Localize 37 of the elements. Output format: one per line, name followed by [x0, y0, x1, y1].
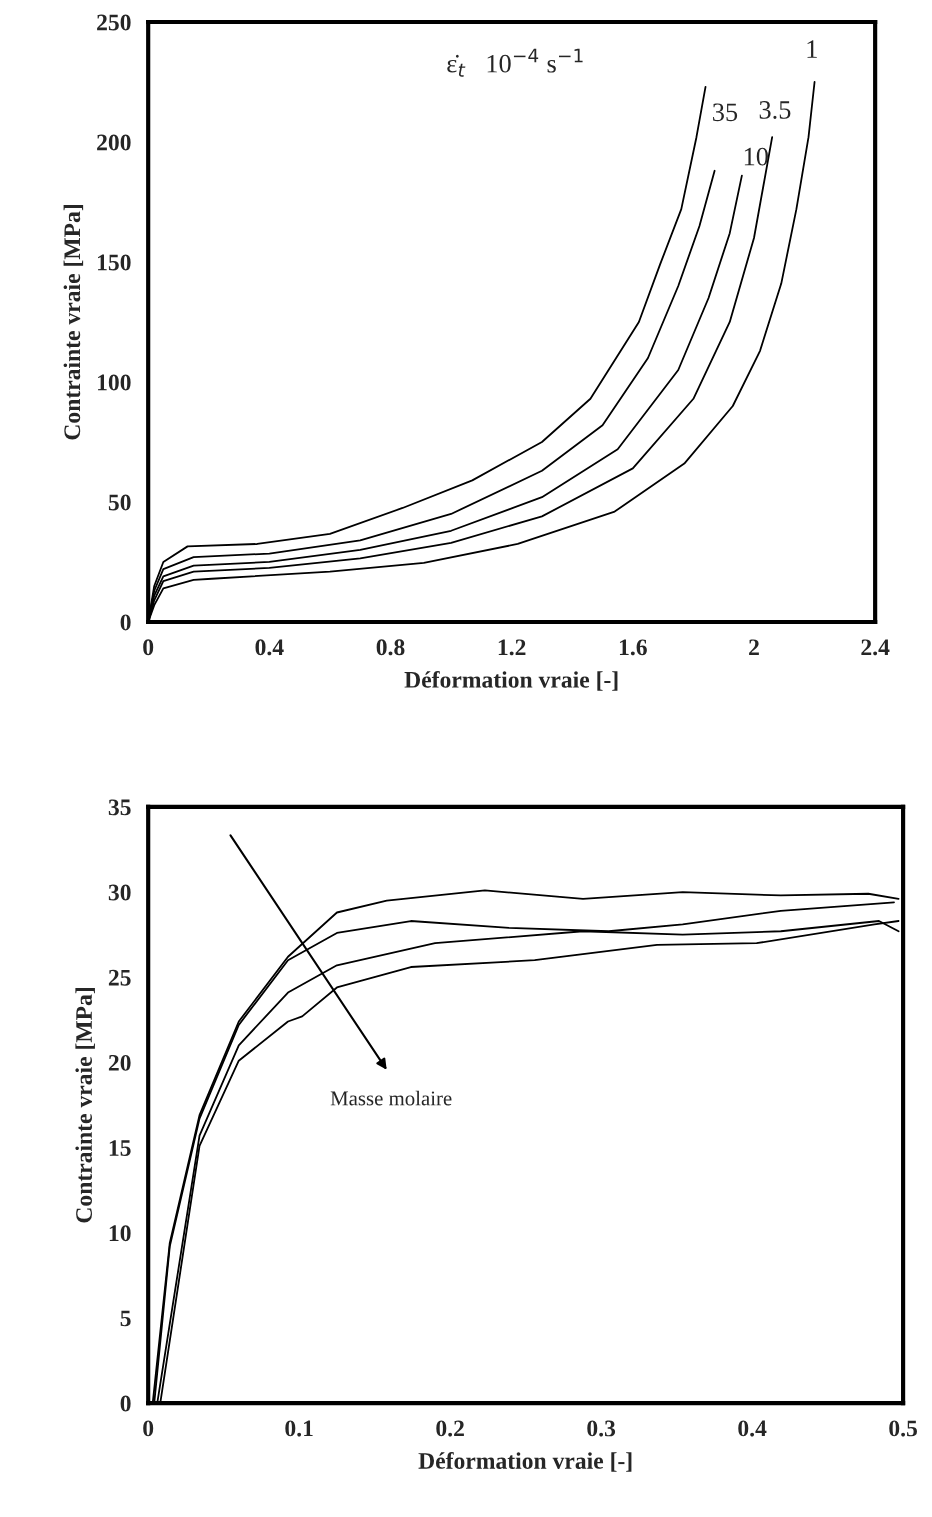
y-tick-label: 50 [108, 494, 131, 511]
x-axis-title: Déformation vraie [-] [404, 670, 618, 691]
y-axis-title: Contrainte vraie [MPa] [63, 205, 84, 440]
series-label: 1 [807, 40, 817, 58]
y-tick-label: 100 [98, 374, 131, 391]
x-tick-label: 1.2 [498, 639, 526, 656]
x-tick-label: 2 [749, 639, 759, 656]
text: ε̇$_{t}$ 10$^{−4}$ s$^{−1}$ [447, 48, 583, 77]
x-tick-label: 0.4 [738, 1420, 767, 1437]
y-tick-label: 150 [98, 254, 131, 271]
y-tick-label: 35 [108, 799, 131, 816]
x-tick-label: 0 [143, 1420, 154, 1437]
y-tick-label: 5 [120, 1310, 131, 1327]
x-tick-label: 0.1 [285, 1420, 313, 1437]
series-label: 3.5 [759, 101, 791, 119]
x-tick-label: 2.4 [861, 639, 890, 656]
y-tick-label: 0 [120, 614, 131, 631]
annotation: Masse molaire [330, 1090, 452, 1106]
y-tick-label: 25 [108, 969, 131, 986]
x-tick-label: 0 [143, 639, 154, 656]
y-tick-label: 10 [109, 1225, 131, 1242]
series-label: 35 [713, 103, 738, 122]
y-axis-title: Contrainte vraie [MPa] [75, 988, 95, 1223]
y-tick-label: 30 [108, 884, 131, 901]
x-axis-title: Déformation vraie [-] [418, 1452, 632, 1472]
series-label: 10 [744, 147, 768, 166]
x-tick-label: 0.2 [436, 1420, 464, 1437]
y-tick-label: 15 [109, 1140, 131, 1156]
y-tick-label: 0 [120, 1395, 131, 1412]
x-tick-label: 0.8 [376, 639, 405, 656]
x-tick-label: 0.3 [587, 1420, 616, 1437]
y-tick-label: 20 [108, 1054, 131, 1071]
x-tick-label: 0.5 [889, 1420, 917, 1437]
x-tick-label: 0.4 [255, 639, 284, 656]
y-tick-label: 200 [97, 134, 131, 151]
y-tick-label: 250 [97, 14, 131, 31]
x-tick-label: 1.6 [619, 639, 647, 656]
